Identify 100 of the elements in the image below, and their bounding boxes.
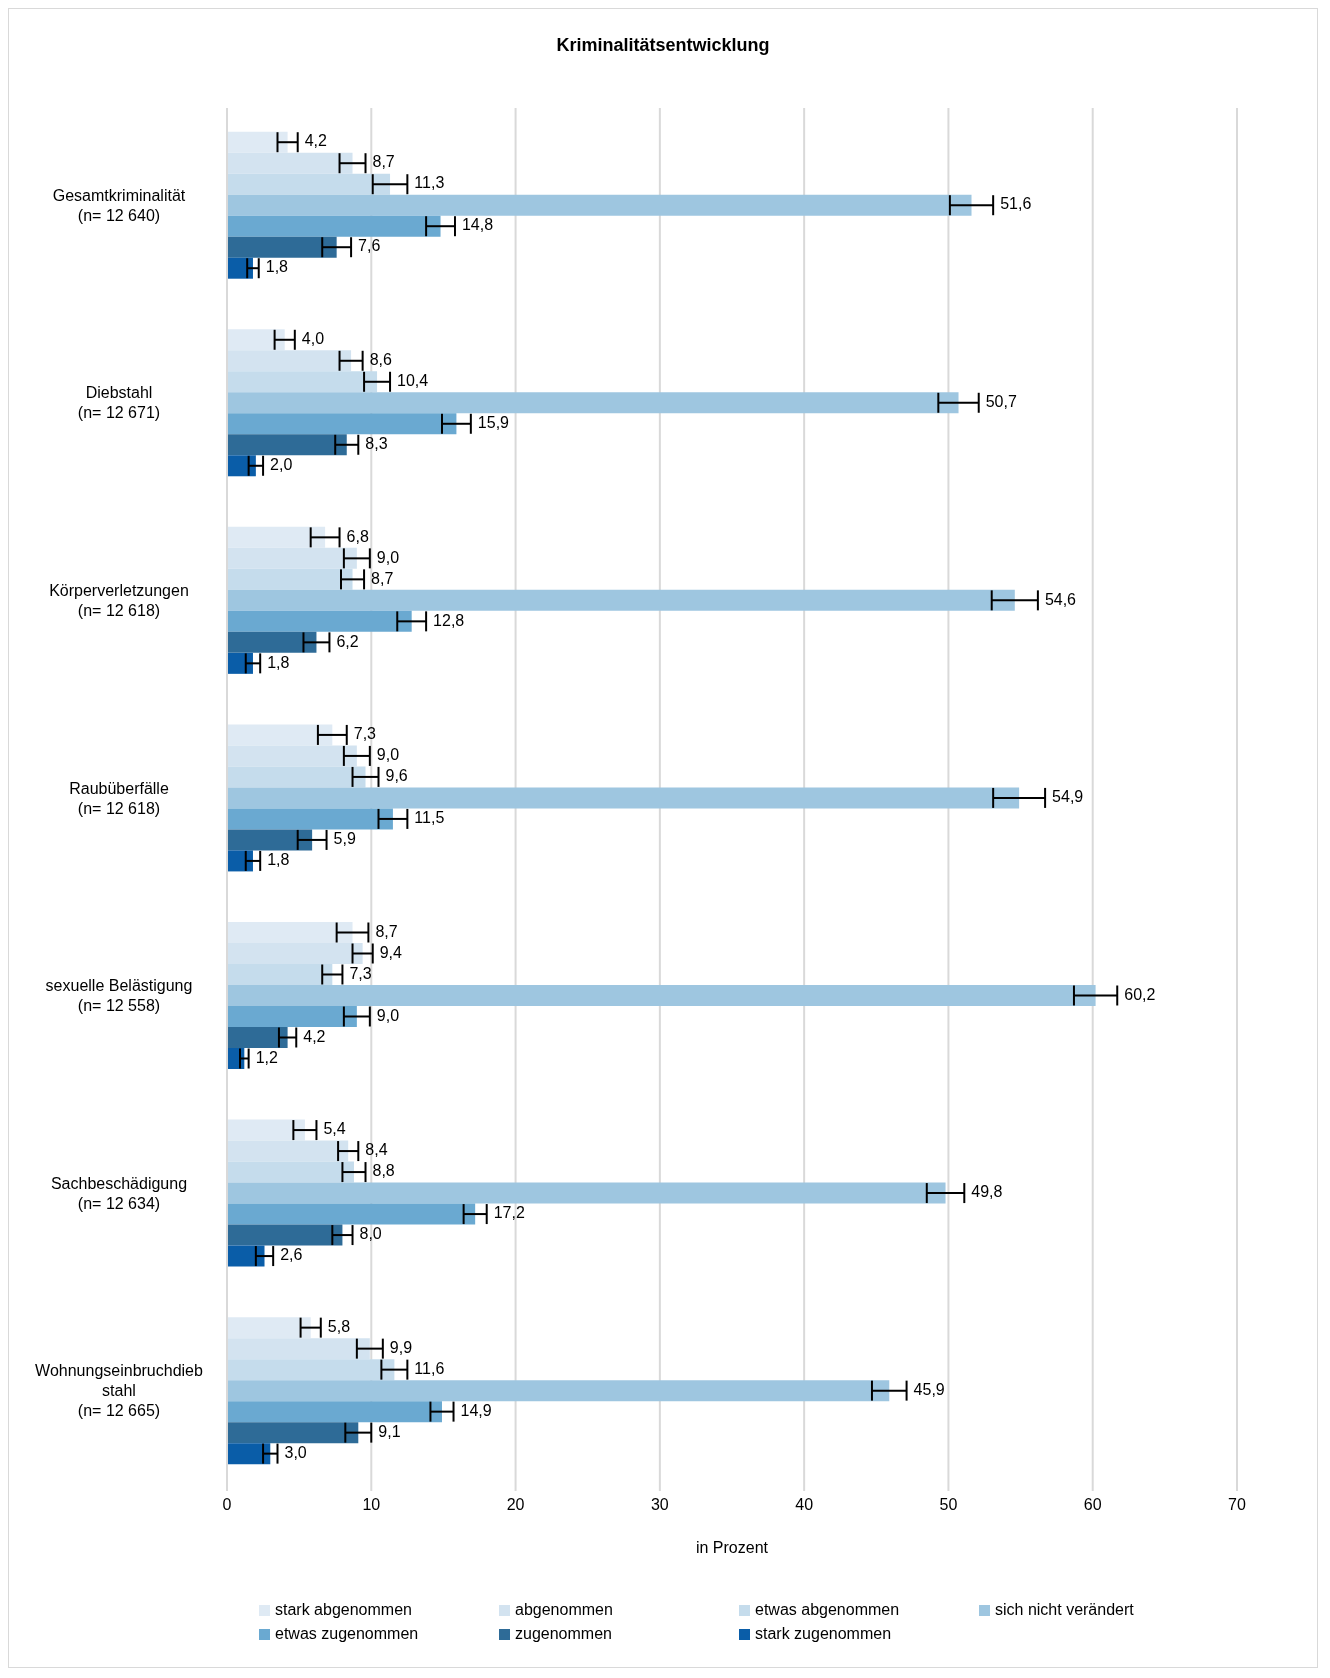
data-label: 4,2 [304, 132, 328, 150]
x-tick-label: 10 [362, 1496, 381, 1514]
data-label: 8,7 [375, 922, 398, 940]
data-label: 6,2 [336, 632, 359, 650]
data-label: 7,3 [349, 964, 372, 982]
bar [227, 1443, 271, 1465]
data-label: 54,9 [1052, 788, 1084, 806]
data-label: 49,8 [971, 1183, 1003, 1201]
data-label: 8,7 [372, 153, 395, 171]
data-label: 9,0 [376, 1006, 400, 1024]
data-label: 50,7 [985, 393, 1017, 411]
data-label: 11,3 [414, 174, 445, 192]
data-label: 15,9 [477, 414, 510, 432]
x-tick-label: 40 [795, 1496, 814, 1514]
data-label: 8,3 [365, 435, 388, 453]
data-label: 4,0 [301, 330, 325, 348]
y-tick-label: Körperverletzungen (n= 12 618) [49, 582, 189, 620]
data-label: 8,7 [371, 569, 394, 587]
legend-label: stark abgenommen [275, 1601, 412, 1619]
data-label: 14,9 [460, 1401, 492, 1419]
data-label: 5,8 [327, 1317, 351, 1335]
y-tick-label: Raubüberfälle (n= 12 618) [69, 779, 169, 817]
data-label: 51,6 [1000, 195, 1032, 213]
bar [227, 631, 317, 653]
data-label: 8,6 [369, 351, 392, 369]
data-label: 8,8 [372, 1162, 395, 1180]
data-label: 60,2 [1124, 985, 1156, 1003]
bar [227, 610, 412, 632]
bar [227, 1422, 359, 1444]
bar [227, 1005, 357, 1027]
data-label: 8,4 [365, 1141, 388, 1159]
legend-label: etwas abgenommen [755, 1601, 900, 1619]
legend-label: abgenommen [515, 1601, 613, 1619]
data-label: 4,2 [303, 1027, 326, 1045]
y-tick-label: sexuelle Belästigung (n= 12 558) [45, 977, 193, 1015]
bar [227, 236, 337, 258]
legend-label: etwas zugenommen [275, 1625, 419, 1643]
bar [227, 808, 393, 830]
data-label: 1,2 [255, 1048, 278, 1066]
data-label: 45,9 [913, 1380, 945, 1398]
legend-label: stark zugenommen [755, 1625, 892, 1643]
bar [227, 194, 972, 216]
bar [227, 766, 366, 788]
data-label: 8,0 [359, 1225, 382, 1243]
y-tick-label: Diebstahl (n= 12 671) [77, 384, 161, 422]
data-label: 7,3 [353, 725, 377, 743]
bar [227, 1182, 946, 1204]
x-tick-label: 20 [506, 1496, 525, 1514]
x-tick-label: 60 [1083, 1496, 1102, 1514]
data-label: 9,0 [376, 746, 400, 764]
x-tick-label: 0 [222, 1496, 232, 1514]
data-label: 54,6 [1044, 590, 1077, 608]
bar [227, 413, 457, 435]
y-tick-label: Gesamtkriminalität (n= 12 640) [52, 187, 186, 225]
x-tick-label: 70 [1228, 1496, 1246, 1514]
data-label: 9,4 [379, 943, 403, 961]
data-label: 1,8 [267, 653, 290, 671]
data-label: 7,6 [358, 237, 381, 255]
bar [227, 392, 959, 414]
x-tick-label: 50 [939, 1496, 958, 1514]
data-label: 17,2 [493, 1204, 525, 1222]
data-label: 1,8 [265, 258, 289, 276]
bar [227, 434, 347, 456]
x-tick-label: 30 [650, 1496, 669, 1514]
data-label: 6,8 [346, 527, 369, 545]
bar [227, 1224, 343, 1246]
legend-label: zugenommen [515, 1625, 612, 1643]
data-label: 2,6 [280, 1246, 303, 1264]
bar [227, 371, 378, 393]
y-tick-label: Sachbeschädigung (n= 12 634) [50, 1174, 188, 1212]
bar [227, 568, 353, 590]
data-label: 5,4 [323, 1120, 346, 1138]
bar [227, 1359, 395, 1381]
data-label: 9,0 [376, 548, 400, 566]
legend-label: sich nicht verändert [995, 1601, 1134, 1619]
data-label: 14,8 [461, 216, 494, 234]
bar [227, 1380, 890, 1402]
bar [227, 215, 441, 237]
chart-title: Kriminalitätsentwicklung [555, 33, 771, 57]
bar [227, 1245, 265, 1267]
bar [227, 173, 391, 195]
bar [227, 1203, 476, 1225]
data-label: 3,0 [284, 1443, 307, 1461]
bar [227, 589, 1015, 611]
data-label: 12,8 [433, 611, 465, 629]
data-label: 10,4 [397, 372, 429, 390]
bar [227, 1026, 288, 1048]
data-label: 11,5 [414, 809, 445, 827]
data-label: 9,1 [378, 1422, 401, 1440]
data-label: 2,0 [270, 456, 293, 474]
y-tick-label: Wohnungseinbruchdiebstahl (n= 12 665) [35, 1362, 204, 1420]
bar [227, 1401, 442, 1423]
x-axis-title: in Prozent [695, 1539, 769, 1556]
bar [227, 1161, 354, 1183]
data-label: 5,9 [333, 830, 356, 848]
data-label: 11,6 [414, 1359, 445, 1377]
data-label: 1,8 [267, 851, 290, 869]
data-label: 9,6 [385, 767, 408, 785]
bar [227, 963, 333, 985]
data-label: 9,9 [389, 1338, 413, 1356]
